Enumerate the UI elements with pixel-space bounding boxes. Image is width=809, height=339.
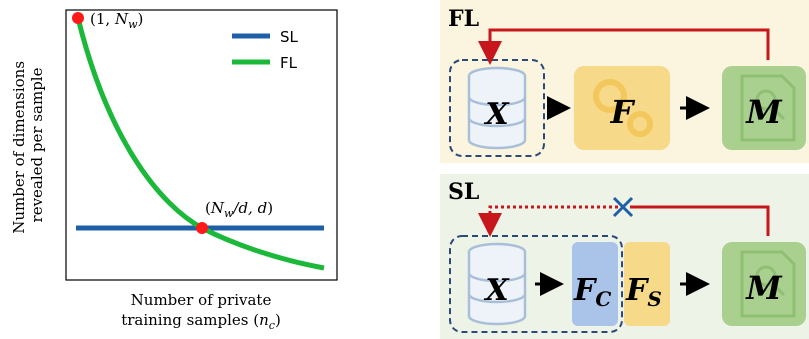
fl-panel: FL X F M [440,0,809,163]
fl-feedback-arrow [478,28,770,65]
document-icon [740,250,796,318]
sl-output-label: M [745,269,783,307]
legend-fl-label: FL [280,54,298,72]
x-axis-label-line1: Number of private [131,291,272,309]
blocked-cross-icon [612,196,634,218]
fl-panel-title: FL [448,6,479,32]
legend-sl-label: SL [280,28,299,46]
sl-blocked-arrow [478,205,618,237]
sl-client-model-label: FC [573,273,611,311]
fl-model-label: F [610,93,636,131]
sl-server-model-box [624,242,670,326]
y-axis-label: Number of dimensions revealed per sample [10,56,46,234]
sl-panel: SL X FC FS [440,174,809,339]
sl-feedback-line [630,205,770,236]
chart: (1, Nw) (Nw/d, d) SL FL Number of dimens… [10,9,338,332]
sl-panel-title: SL [448,179,479,205]
point-intersection [196,222,208,234]
point-top [72,12,84,24]
database-icon [467,242,527,326]
fl-data-box [449,59,545,157]
label-point-top: (1, Nw) [90,10,143,31]
sl-client-box [449,235,623,333]
x-axis-label-line2: training samples (nc) [121,311,281,332]
chart-frame [65,9,338,281]
legend: SL FL [232,28,299,72]
sl-client-model-box [572,242,618,326]
fl-data-label: X [483,97,510,132]
sl-server-model-label: FS [625,273,662,311]
series-fl-line [75,17,325,271]
document-icon [740,74,796,142]
database-icon [467,66,527,150]
label-point-mid: (Nw/d, d) [205,199,273,220]
fl-output-label: M [745,93,783,131]
sl-data-label: X [483,273,510,308]
gear-icon [593,79,653,137]
